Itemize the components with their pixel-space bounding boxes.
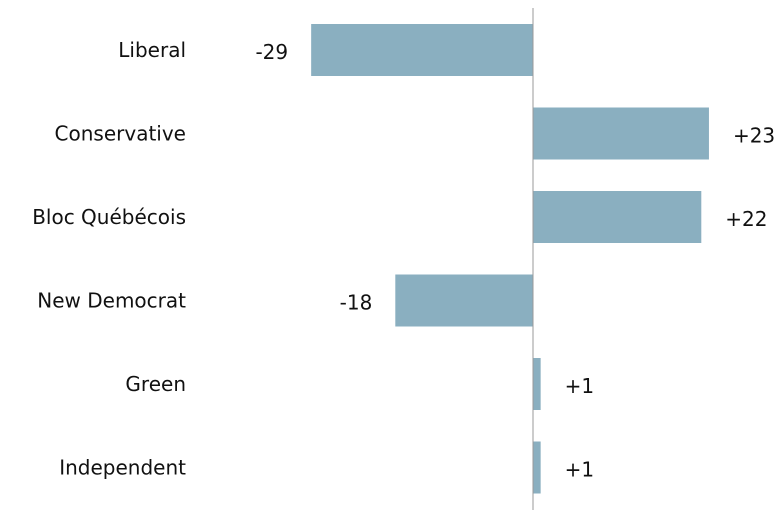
category-label: Conservative [55,122,186,146]
category-label: Liberal [118,38,186,62]
category-label: New Democrat [37,289,186,313]
bar-5 [533,441,541,494]
value-label: +1 [565,458,594,482]
value-label: -18 [340,291,373,315]
labels-layer: Liberal -29 Conservative +23 Bloc Québécois +… [32,38,775,482]
value-label: +22 [725,207,767,231]
category-label: Green [125,372,186,396]
value-label: +1 [565,374,594,398]
bar-0 [311,24,533,76]
bars-layer [311,24,709,494]
bar-2 [533,191,702,243]
category-label: Bloc Québécois [32,205,186,229]
value-label: +23 [733,124,775,148]
category-label: Independent [59,456,186,480]
bar-3 [395,274,533,327]
bar-4 [533,358,541,410]
value-label: -29 [255,40,288,64]
bar-1 [533,107,709,160]
